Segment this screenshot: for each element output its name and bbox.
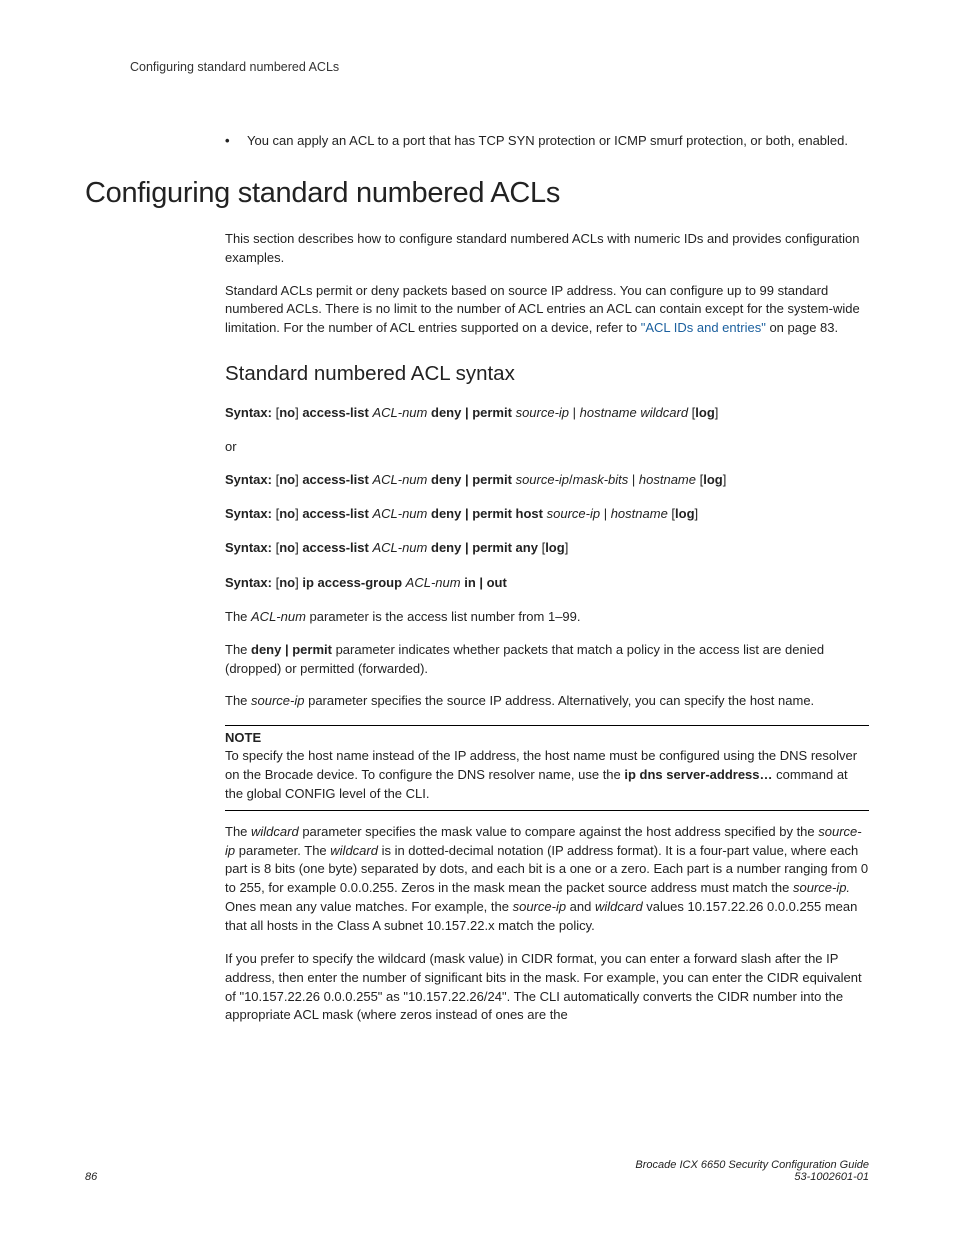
page: Configuring standard numbered ACLs • You… xyxy=(0,0,954,1235)
text: on page 83. xyxy=(766,320,838,335)
intro-paragraph-1: This section describes how to configure … xyxy=(225,230,869,268)
param-acl-num: ACL-num xyxy=(372,472,427,487)
param-source-ip: source-ip xyxy=(251,693,304,708)
param-acl-num: ACL-num xyxy=(406,575,461,590)
link-acl-ids[interactable]: "ACL IDs and entries" xyxy=(641,320,766,335)
or-text: or xyxy=(225,438,869,457)
kw-access-list: access-list xyxy=(302,540,369,555)
footer-doc-id: 53-1002601-01 xyxy=(635,1171,869,1183)
kw-deny-permit: deny | permit xyxy=(431,405,512,420)
param-acl-num: ACL-num xyxy=(251,609,306,624)
kw-in-out: in | out xyxy=(464,575,507,590)
param-mask-bits: mask-bits xyxy=(573,472,629,487)
kw-deny-permit: deny | permit xyxy=(431,472,512,487)
kw-log: log xyxy=(545,540,565,555)
kw-log: log xyxy=(695,405,715,420)
heading-1: Configuring standard numbered ACLs xyxy=(85,177,869,210)
running-header: Configuring standard numbered ACLs xyxy=(130,60,869,74)
param-hostname: hostname xyxy=(611,506,668,521)
kw-deny-permit-any: deny | permit any xyxy=(431,540,538,555)
param-acl-num: ACL-num xyxy=(372,540,427,555)
kw-no: no xyxy=(279,405,295,420)
kw-access-list: access-list xyxy=(302,472,369,487)
paragraph-source-ip: The source-ip parameter specifies the so… xyxy=(225,692,869,711)
syntax-line-3: Syntax: [no] access-list ACL-num deny | … xyxy=(225,505,869,523)
kw-deny-permit-host: deny | permit host xyxy=(431,506,543,521)
bullet-item: • You can apply an ACL to a port that ha… xyxy=(225,132,869,151)
kw-ip-access-group: ip access-group xyxy=(302,575,402,590)
kw-no: no xyxy=(279,472,295,487)
kw-log: log xyxy=(703,472,723,487)
param-source-ip: source-ip xyxy=(547,506,600,521)
kw-access-list: access-list xyxy=(302,506,369,521)
intro-paragraph-2: Standard ACLs permit or deny packets bas… xyxy=(225,282,869,339)
syntax-line-5: Syntax: [no] ip access-group ACL-num in … xyxy=(225,574,869,592)
syntax-label: Syntax: xyxy=(225,506,272,521)
kw-access-list: access-list xyxy=(302,405,369,420)
paragraph-aclnum: The ACL-num parameter is the access list… xyxy=(225,608,869,627)
kw-no: no xyxy=(279,575,295,590)
syntax-label: Syntax: xyxy=(225,575,272,590)
kw-no: no xyxy=(279,506,295,521)
note-text: To specify the host name instead of the … xyxy=(225,747,869,804)
param-hostname: hostname xyxy=(580,405,637,420)
kw-log: log xyxy=(675,506,695,521)
page-number: 86 xyxy=(85,1171,97,1183)
heading-2: Standard numbered ACL syntax xyxy=(225,362,869,386)
syntax-line-2: Syntax: [no] access-list ACL-num deny | … xyxy=(225,471,869,489)
kw-no: no xyxy=(279,540,295,555)
footer-title: Brocade ICX 6650 Security Configuration … xyxy=(635,1159,869,1171)
paragraph-cidr: If you prefer to specify the wildcard (m… xyxy=(225,950,869,1025)
note-rule-top xyxy=(225,725,869,726)
syntax-line-1: Syntax: [no] access-list ACL-num deny | … xyxy=(225,404,869,422)
syntax-label: Syntax: xyxy=(225,405,272,420)
paragraph-deny-permit: The deny | permit parameter indicates wh… xyxy=(225,641,869,679)
param-wildcard: wildcard xyxy=(640,405,688,420)
syntax-line-4: Syntax: [no] access-list ACL-num deny | … xyxy=(225,539,869,557)
footer-right: Brocade ICX 6650 Security Configuration … xyxy=(635,1159,869,1183)
param-acl-num: ACL-num xyxy=(372,506,427,521)
bullet-mark: • xyxy=(225,132,247,151)
param-hostname: hostname xyxy=(639,472,696,487)
kw-ip-dns-server-address: ip dns server-address… xyxy=(624,767,772,782)
note-label: NOTE xyxy=(225,730,869,745)
param-source-ip: source-ip xyxy=(516,405,569,420)
syntax-label: Syntax: xyxy=(225,540,272,555)
note-rule-bottom xyxy=(225,810,869,811)
page-footer: 86 Brocade ICX 6650 Security Configurati… xyxy=(85,1159,869,1183)
kw-deny-permit: deny | permit xyxy=(251,642,332,657)
body-content: • You can apply an ACL to a port that ha… xyxy=(225,132,869,151)
param-source-ip: source-ip xyxy=(516,472,569,487)
paragraph-wildcard: The wildcard parameter specifies the mas… xyxy=(225,823,869,936)
syntax-label: Syntax: xyxy=(225,472,272,487)
bullet-text: You can apply an ACL to a port that has … xyxy=(247,132,848,151)
param-acl-num: ACL-num xyxy=(372,405,427,420)
